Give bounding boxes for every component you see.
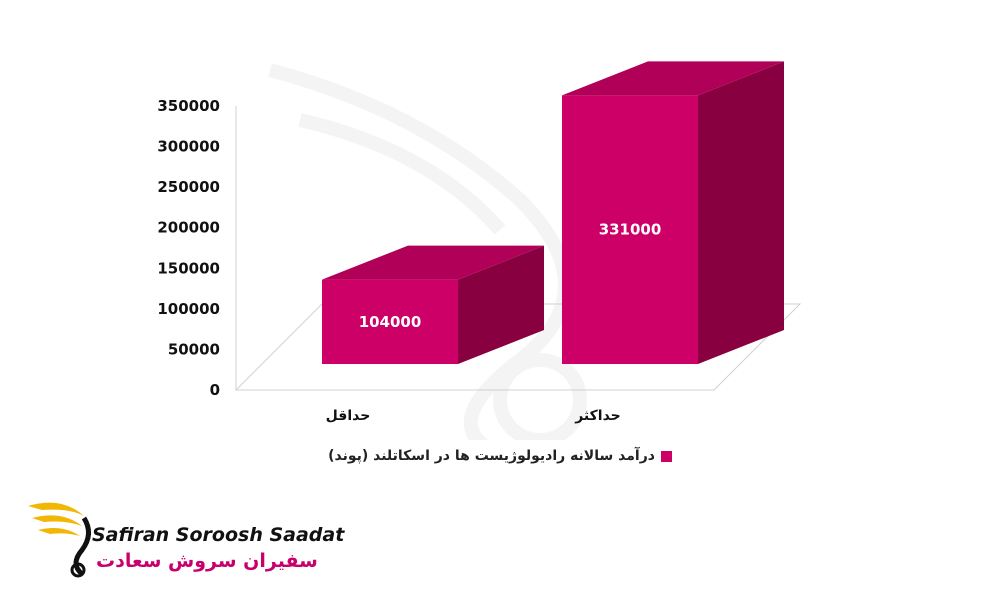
data-label: 331000 [599, 221, 662, 239]
logo-persian-text: سفیران سروش سعادت [96, 550, 318, 572]
y-tick-label: 200000 [157, 219, 220, 237]
bar-top [322, 245, 544, 280]
y-tick-label: 250000 [157, 178, 220, 196]
bar-side [698, 61, 784, 364]
legend-swatch [660, 450, 672, 462]
legend: درآمد سالانه رادیولوژیست ها در اسکاتلند … [300, 448, 700, 464]
bar-front [562, 95, 698, 364]
y-tick-label: 0 [210, 381, 220, 399]
bar-0 [322, 245, 544, 364]
golden-wing-swan-icon [28, 502, 91, 578]
y-tick-label: 50000 [168, 340, 220, 358]
y-tick-label: 100000 [157, 300, 220, 318]
y-tick-label: 300000 [157, 138, 220, 156]
category-label: حداکثر [574, 408, 621, 424]
bar-1 [562, 61, 784, 364]
y-tick-label: 150000 [157, 259, 220, 277]
logo: Safiran Soroosh Saadat سفیران سروش سعادت [22, 494, 344, 584]
data-label: 104000 [359, 313, 422, 331]
logo-latin-text: Safiran Soroosh Saadat [92, 524, 345, 546]
watermark [268, 63, 587, 440]
bar-top [562, 61, 784, 96]
bar-chart: 0 50000 100000 150000 200000 250000 300000 3500… [157, 61, 802, 440]
legend-label: درآمد سالانه رادیولوژیست ها در اسکاتلند … [328, 448, 655, 464]
category-label: حداقل [326, 408, 371, 424]
bar-side [458, 245, 544, 364]
chart-floor [234, 303, 802, 391]
bar-front [322, 279, 458, 364]
y-tick-label: 350000 [157, 97, 220, 115]
